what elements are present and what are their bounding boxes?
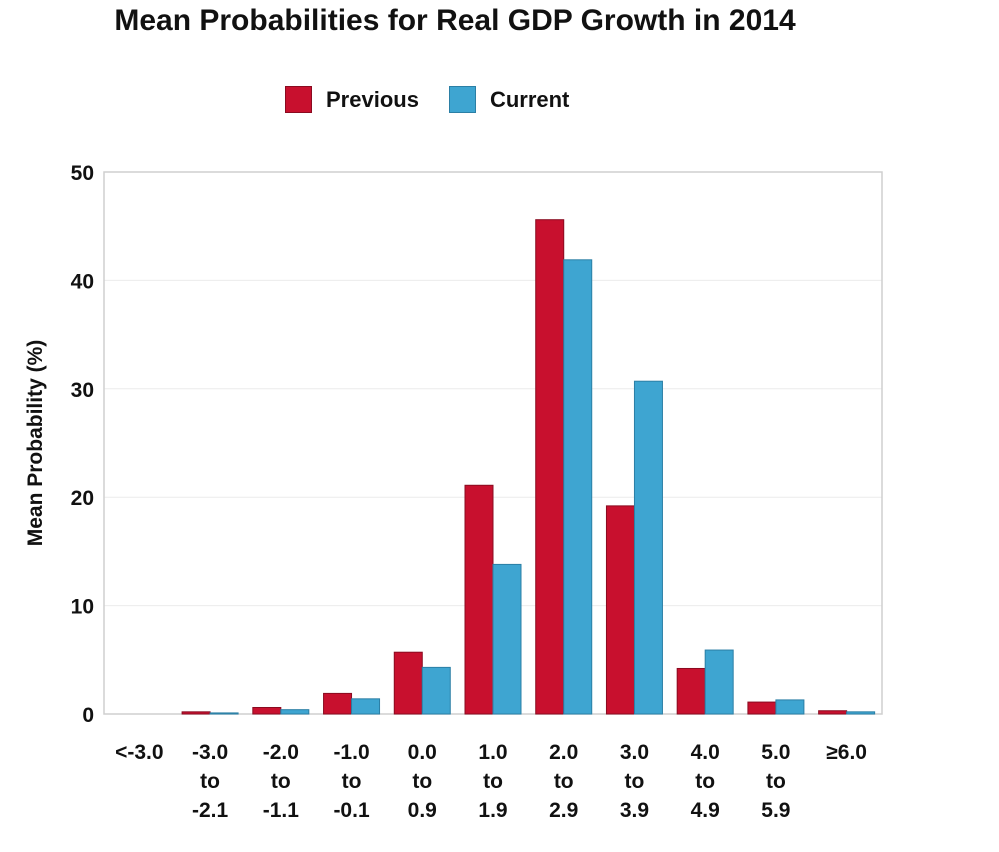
x-tick-label: to bbox=[200, 770, 220, 793]
bar-previous bbox=[393, 651, 423, 715]
x-tick-label: 1.0 bbox=[478, 741, 507, 764]
bar-current bbox=[209, 712, 239, 715]
y-tick-label: 20 bbox=[71, 487, 94, 510]
bar-current bbox=[633, 380, 663, 715]
legend-label-current: Current bbox=[489, 86, 570, 112]
bar-previous bbox=[818, 710, 848, 715]
chart-title: Mean Probabilities for Real GDP Growth i… bbox=[114, 4, 796, 37]
bar-current bbox=[492, 563, 522, 715]
x-tick-label: 4.0 bbox=[691, 741, 720, 764]
bar-current bbox=[421, 666, 451, 715]
legend-item-previous: Previous bbox=[285, 86, 419, 113]
x-tick-label: -2.0 bbox=[263, 741, 299, 764]
bar-current bbox=[351, 698, 381, 715]
x-tick-label: to bbox=[483, 770, 503, 793]
bar-previous bbox=[747, 701, 777, 715]
x-tick-label: to bbox=[625, 770, 645, 793]
y-tick-label: 0 bbox=[82, 704, 94, 727]
bar-previous bbox=[464, 484, 494, 715]
bar-current bbox=[280, 709, 310, 715]
x-tick-label: 5.0 bbox=[761, 741, 790, 764]
bar-current bbox=[704, 649, 734, 715]
bar-current bbox=[775, 699, 805, 715]
x-tick-label: 1.9 bbox=[478, 799, 507, 822]
x-tick-label: to bbox=[766, 770, 786, 793]
x-tick-label: 3.0 bbox=[620, 741, 649, 764]
x-tick-label: -3.0 bbox=[192, 741, 228, 764]
bar-previous bbox=[252, 706, 282, 715]
x-tick-label: <-3.0 bbox=[115, 741, 163, 764]
x-tick-label: ≥6.0 bbox=[826, 741, 867, 764]
x-tick-label: -1.0 bbox=[333, 741, 369, 764]
bar-current bbox=[846, 711, 876, 715]
y-tick-label: 40 bbox=[71, 270, 94, 293]
bar-previous bbox=[676, 667, 706, 715]
x-tick-label: 4.9 bbox=[691, 799, 720, 822]
legend-item-current: Current bbox=[448, 86, 570, 113]
x-tick-label: 0.0 bbox=[408, 741, 437, 764]
x-tick-label: to bbox=[412, 770, 432, 793]
x-tick-label: 2.0 bbox=[549, 741, 578, 764]
x-tick-label: -1.1 bbox=[263, 799, 300, 822]
legend: Previous Current bbox=[285, 86, 599, 113]
y-tick-label: 30 bbox=[71, 379, 94, 402]
x-tick-label: to bbox=[271, 770, 291, 793]
x-tick-label: 5.9 bbox=[761, 799, 790, 822]
y-tick-label: 10 bbox=[71, 596, 94, 619]
x-tick-label: -0.1 bbox=[333, 799, 370, 822]
y-axis-label: Mean Probability (%) bbox=[24, 340, 47, 547]
bar-previous bbox=[181, 711, 211, 715]
x-tick-label: 2.9 bbox=[549, 799, 578, 822]
legend-swatch-previous bbox=[285, 86, 312, 113]
bar-previous bbox=[323, 692, 353, 715]
x-tick-label: to bbox=[342, 770, 362, 793]
legend-swatch-current bbox=[448, 86, 476, 113]
x-tick-label: to bbox=[554, 770, 574, 793]
bar-current bbox=[563, 259, 593, 715]
x-tick-label: -2.1 bbox=[192, 799, 229, 822]
x-tick-label: 3.9 bbox=[620, 799, 649, 822]
y-tick-label: 50 bbox=[71, 162, 94, 185]
x-tick-label: to bbox=[695, 770, 715, 793]
legend-label-previous: Previous bbox=[326, 86, 419, 112]
bar-previous bbox=[535, 219, 565, 715]
x-tick-label: 0.9 bbox=[408, 799, 437, 822]
bar-previous bbox=[605, 505, 635, 715]
